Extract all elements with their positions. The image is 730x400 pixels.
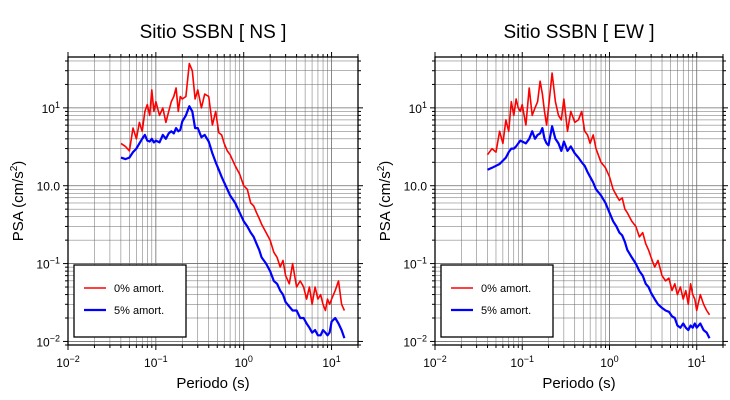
x-tick-label: 10−1 bbox=[144, 354, 168, 370]
x-axis-label: Periodo (s) bbox=[542, 375, 615, 392]
chart-title: Sitio SSBN [ NS ] bbox=[140, 22, 287, 43]
x-axis-label: Periodo (s) bbox=[176, 375, 249, 392]
series-line-amort-5 bbox=[487, 125, 711, 339]
x-tick-label: 10−2 bbox=[423, 354, 447, 370]
y-tick-label: 101 bbox=[42, 100, 60, 116]
grid bbox=[67, 57, 359, 346]
y-tick-label: 10−2 bbox=[36, 333, 60, 349]
chart-panel-0: 10−2 10−1 100 101 10−2 10−1 10.0 101 Sitio SSBN … bbox=[9, 22, 363, 392]
legend: 0% amort. 5% amort. bbox=[73, 264, 187, 338]
legend-box bbox=[73, 264, 187, 338]
chart-panel-1: 10−2 10−1 100 101 10−2 10−1 10.0 101 Sitio SSBN … bbox=[376, 22, 728, 392]
series-line-amort-0 bbox=[120, 62, 346, 312]
x-tick-label: 10−2 bbox=[56, 354, 80, 370]
series-line-amort-0 bbox=[486, 72, 711, 316]
legend-box bbox=[440, 264, 554, 338]
y-tick-label: 101 bbox=[409, 100, 427, 116]
plot-frame bbox=[67, 56, 359, 346]
chart-title: Sitio SSBN [ EW ] bbox=[504, 22, 655, 43]
y-tick-label: 10.0 bbox=[37, 180, 61, 194]
legend-label: 0% amort. bbox=[481, 283, 531, 295]
series-line-amort-5 bbox=[120, 105, 346, 339]
x-tick-label: 101 bbox=[322, 354, 340, 370]
x-tick-label: 100 bbox=[235, 354, 253, 370]
y-tick-label: 10−2 bbox=[403, 333, 427, 349]
y-tick-label: 10−1 bbox=[403, 256, 427, 272]
y-tick-label: 10−1 bbox=[36, 256, 60, 272]
plot-frame bbox=[434, 56, 724, 346]
y-tick-label: 10.0 bbox=[404, 180, 428, 194]
x-tick-label: 10−1 bbox=[510, 354, 534, 370]
legend-label: 0% amort. bbox=[114, 283, 164, 295]
x-tick-label: 100 bbox=[600, 354, 618, 370]
y-axis-label: PSA (cm/s2) bbox=[376, 161, 394, 242]
legend: 0% amort. 5% amort. bbox=[440, 264, 554, 338]
legend-label: 5% amort. bbox=[114, 305, 164, 317]
y-axis-label: PSA (cm/s2) bbox=[9, 161, 27, 242]
x-tick-label: 101 bbox=[688, 354, 706, 370]
legend-label: 5% amort. bbox=[481, 305, 531, 317]
